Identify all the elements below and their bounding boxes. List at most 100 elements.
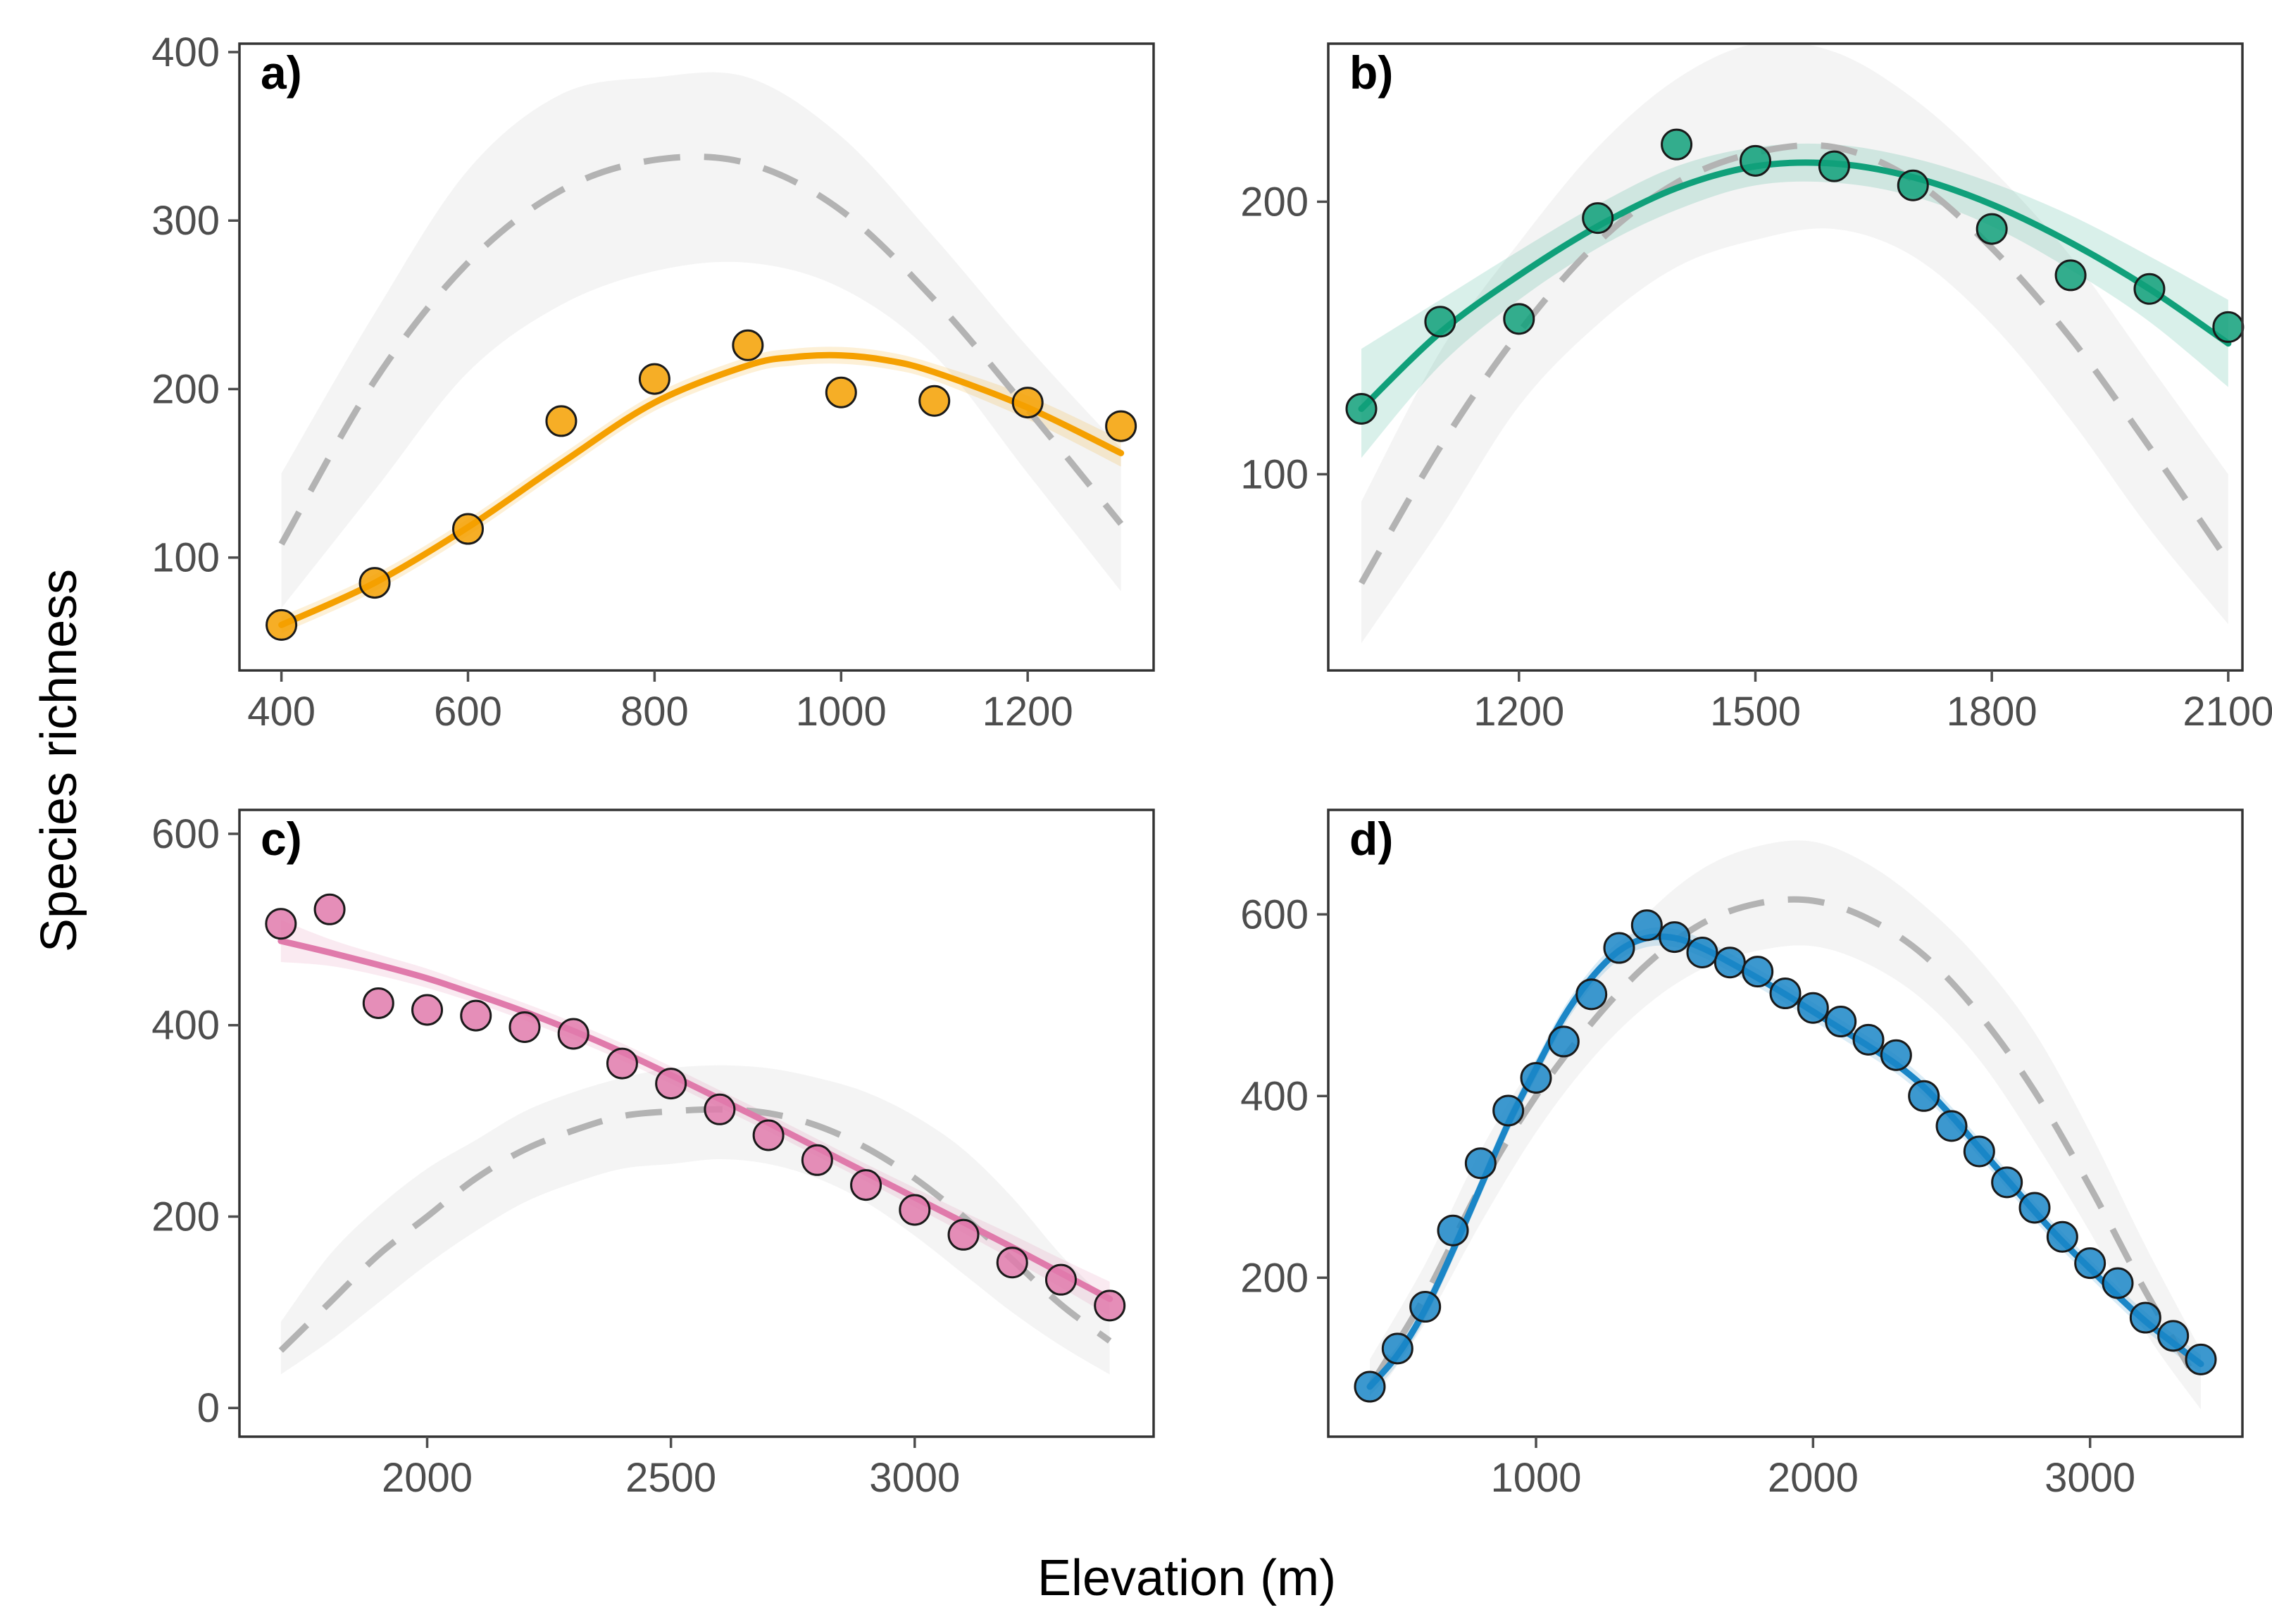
data-point bbox=[1603, 932, 1635, 964]
data-point bbox=[1742, 956, 1774, 988]
y-tick-label: 200 bbox=[151, 1194, 220, 1239]
y-tick-label: 100 bbox=[1240, 451, 1309, 497]
x-tick-label: 1200 bbox=[1473, 689, 1564, 735]
x-axis-title: Elevation (m) bbox=[1037, 1550, 1336, 1606]
data-point bbox=[1575, 978, 1608, 1011]
data-point bbox=[1094, 1289, 1126, 1322]
data-point bbox=[1464, 1147, 1497, 1180]
data-point bbox=[1769, 977, 1802, 1010]
data-point bbox=[2157, 1320, 2190, 1352]
data-point bbox=[2046, 1220, 2078, 1253]
y-tick-label: 200 bbox=[1240, 179, 1309, 225]
data-point bbox=[557, 1018, 589, 1050]
data-point bbox=[1409, 1291, 1442, 1323]
data-point bbox=[918, 385, 951, 417]
x-tick-label: 800 bbox=[620, 689, 689, 735]
data-point bbox=[1630, 909, 1663, 942]
data-point bbox=[1963, 1135, 1995, 1168]
data-point bbox=[452, 513, 484, 545]
data-point bbox=[1503, 303, 1535, 335]
data-point bbox=[1661, 128, 1693, 161]
data-point bbox=[947, 1218, 980, 1251]
fit-confidence-band bbox=[1361, 143, 2228, 458]
x-tick-label: 3000 bbox=[869, 1455, 960, 1501]
panel-label: a) bbox=[261, 46, 302, 99]
data-point bbox=[899, 1194, 931, 1226]
data-point bbox=[850, 1169, 882, 1201]
data-point bbox=[1520, 1062, 1552, 1094]
data-point bbox=[460, 999, 492, 1032]
panel-border bbox=[1327, 42, 2244, 672]
data-point bbox=[1852, 1023, 1885, 1056]
data-point bbox=[1908, 1080, 1940, 1112]
data-point bbox=[265, 908, 297, 940]
panel-label: c) bbox=[261, 813, 302, 865]
null-model-band bbox=[1361, 44, 2228, 644]
x-tick-label: 3000 bbox=[2045, 1455, 2135, 1501]
panel-label: b) bbox=[1349, 46, 1393, 99]
fit-line bbox=[278, 351, 1125, 628]
data-point bbox=[1739, 144, 1771, 177]
data-point bbox=[1011, 387, 1044, 419]
data-point bbox=[358, 567, 391, 599]
x-tick-label: 2000 bbox=[1768, 1455, 1859, 1501]
data-point bbox=[1797, 992, 1829, 1024]
panel-border bbox=[238, 42, 1155, 672]
y-tick-label: 400 bbox=[1240, 1073, 1309, 1119]
y-tick-label: 200 bbox=[1240, 1255, 1309, 1301]
x-tick-label: 1000 bbox=[1490, 1455, 1581, 1501]
data-point bbox=[1345, 393, 1378, 425]
data-point bbox=[1582, 202, 1614, 235]
panel-c: 2000 2500 3000 0 200 400 600 c) bbox=[151, 808, 1155, 1501]
panel-b: 1200 1500 1800 2100 100 200 b) bbox=[1240, 42, 2272, 735]
data-point bbox=[2185, 1343, 2217, 1375]
y-tick-label: 600 bbox=[1240, 892, 1309, 937]
null-model-line bbox=[1359, 142, 2231, 585]
data-point bbox=[1825, 1006, 1857, 1038]
data-point bbox=[411, 994, 444, 1026]
data-point bbox=[508, 1011, 541, 1043]
y-tick-label: 100 bbox=[151, 535, 220, 581]
plot-area bbox=[278, 72, 1125, 634]
data-point bbox=[638, 363, 670, 395]
data-point bbox=[1492, 1094, 1525, 1127]
data-point bbox=[655, 1068, 687, 1100]
data-point bbox=[1105, 410, 1137, 442]
data-point bbox=[313, 893, 346, 925]
y-axis-title: Species richness bbox=[31, 569, 87, 952]
data-point bbox=[1381, 1332, 1413, 1365]
data-point bbox=[825, 376, 857, 408]
panel-border bbox=[238, 808, 1155, 1438]
data-point bbox=[266, 608, 298, 641]
x-tick-label: 1200 bbox=[982, 689, 1073, 735]
x-tick-label: 2100 bbox=[2183, 689, 2272, 735]
plot-area bbox=[1358, 44, 2232, 644]
y-tick-label: 300 bbox=[151, 198, 220, 244]
data-point bbox=[801, 1144, 833, 1176]
data-point bbox=[2129, 1301, 2161, 1334]
panel-a: 400 600 800 1000 1200 100 200 300 400 a) bbox=[151, 30, 1155, 735]
data-point bbox=[2018, 1192, 2051, 1224]
x-tick-label: 1800 bbox=[1947, 689, 2037, 735]
x-tick-label: 2000 bbox=[382, 1455, 473, 1501]
y-tick-label: 400 bbox=[151, 30, 220, 75]
data-point bbox=[1818, 150, 1850, 182]
data-point bbox=[2212, 311, 2245, 343]
null-model-band bbox=[280, 1065, 1110, 1375]
data-point bbox=[2102, 1267, 2134, 1299]
y-tick-label: 600 bbox=[151, 811, 220, 857]
null-model-band bbox=[1370, 840, 2201, 1410]
data-point bbox=[2133, 273, 2166, 305]
data-point bbox=[752, 1119, 785, 1151]
data-point bbox=[1975, 213, 2008, 245]
data-point bbox=[1659, 921, 1691, 954]
y-tick-label: 0 bbox=[197, 1385, 220, 1431]
x-tick-label: 1500 bbox=[1710, 689, 1801, 735]
data-point bbox=[2074, 1247, 2106, 1280]
x-tick-label: 2500 bbox=[625, 1455, 716, 1501]
panel-label: d) bbox=[1349, 813, 1393, 865]
x-tick-label: 400 bbox=[247, 689, 316, 735]
data-point bbox=[1424, 306, 1456, 338]
x-tick-label: 1000 bbox=[796, 689, 887, 735]
